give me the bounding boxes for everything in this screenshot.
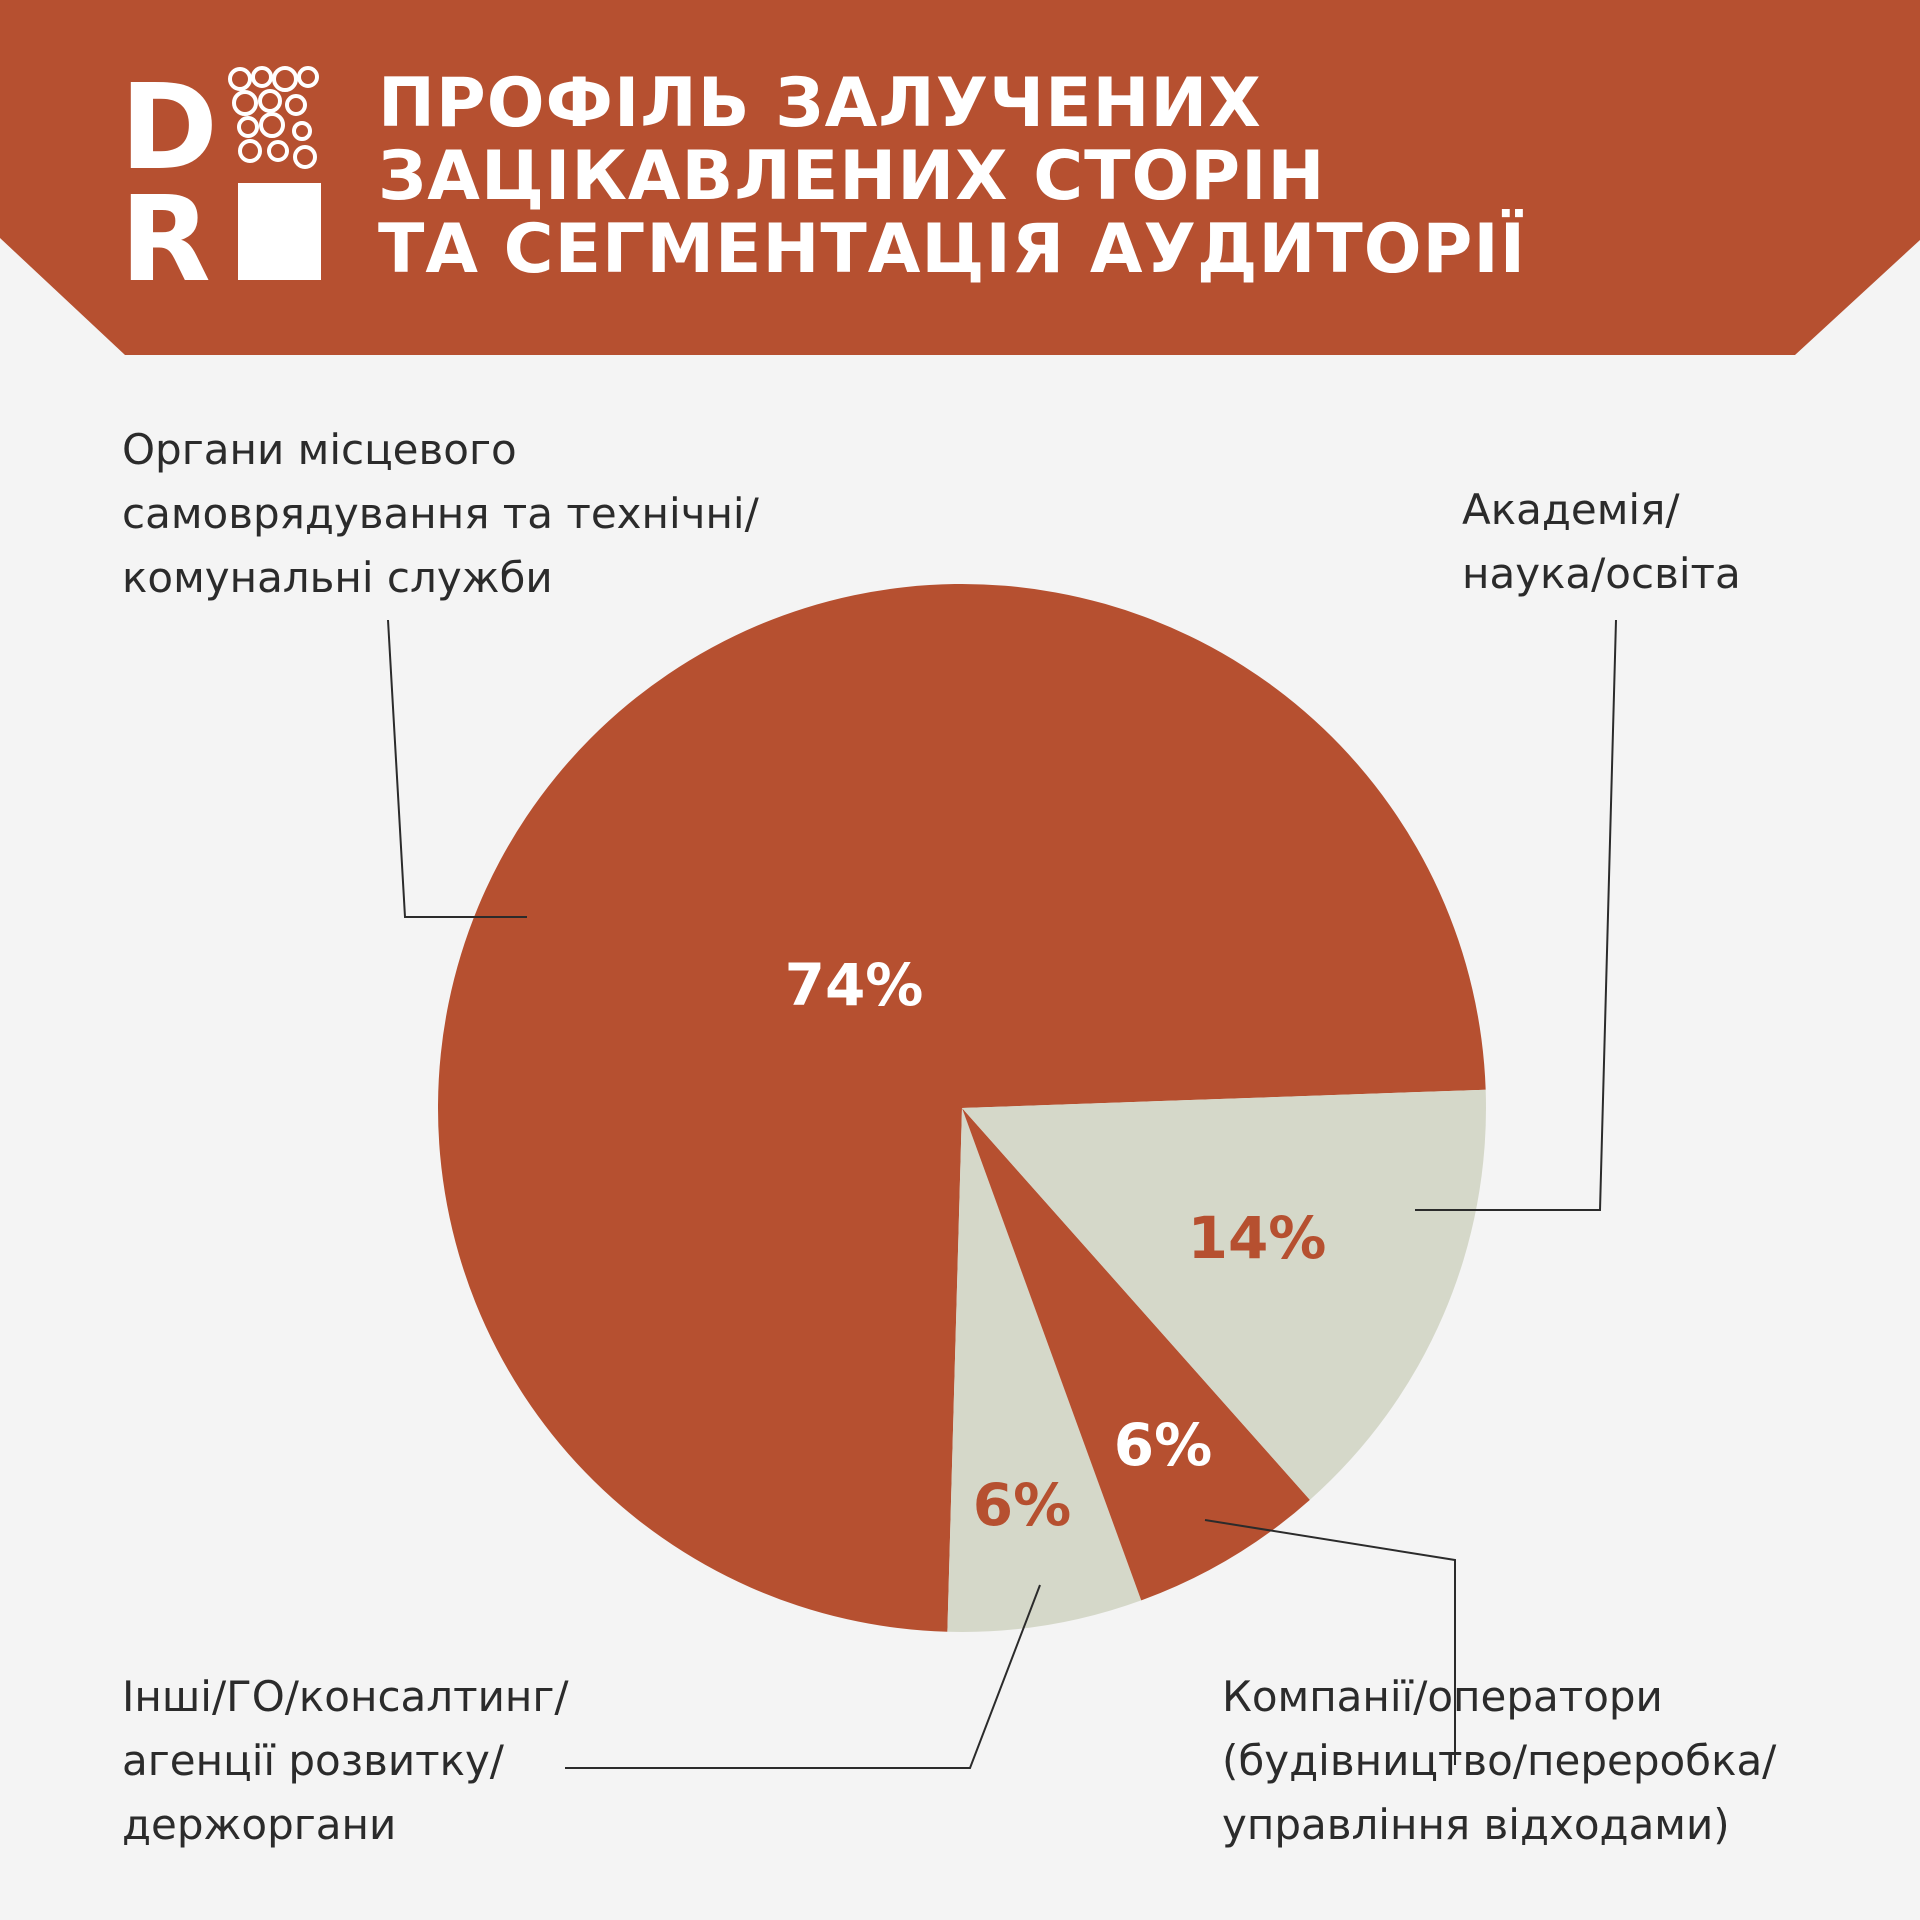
leader-line-academia [1415, 619, 1617, 1211]
slice-label-others: Інші/ГО/консалтинг/ агенції розвитку/ де… [122, 1665, 569, 1857]
leader-lines [387, 619, 1617, 1769]
brand-logo: D R [120, 65, 321, 285]
pie-slice-local-government [437, 584, 1486, 1632]
header-banner [0, 0, 1920, 355]
logo-letter-d: D [120, 65, 218, 196]
header-banner-shape [0, 0, 1920, 355]
slice-label-line: управління відходами) [1222, 1800, 1730, 1849]
slice-label-line: наука/освіта [1462, 549, 1741, 598]
page-title-line-2: ЗАЦІКАВЛЕНИХ СТОРІН [378, 137, 1326, 216]
pie-slice-academia [962, 1089, 1486, 1500]
logo-stones-pattern [228, 66, 319, 169]
percent-label-others: 6% [972, 1471, 1072, 1539]
logo-letter-r: R [120, 170, 211, 285]
percent-label-companies: 6% [1113, 1411, 1213, 1479]
percent-label-academia: 14% [1187, 1204, 1327, 1272]
slice-label-line: Органи місцевого [122, 425, 517, 474]
page-title-line-1: ПРОФІЛЬ ЗАЛУЧЕНИХ [378, 64, 1262, 143]
leader-line-local-government [387, 619, 527, 918]
slice-label-local-government: Органи місцевого самоврядування та техні… [122, 418, 759, 610]
slice-label-line: комунальні служби [122, 553, 553, 602]
pie-slices [437, 584, 1486, 1633]
page-title-line-3: ТА СЕГМЕНТАЦІЯ АУДИТОРІЇ [378, 210, 1526, 289]
pie-slice-others [947, 1108, 1142, 1633]
slice-label-line: (будівництво/переробка/ [1222, 1736, 1777, 1785]
slice-label-line: самоврядування та технічні/ [122, 489, 759, 538]
percent-label-local-government: 74% [784, 951, 924, 1019]
slice-label-line: агенції розвитку/ [122, 1736, 504, 1785]
slice-label-line: Компанії/оператори [1222, 1672, 1663, 1721]
pie-slice-companies [962, 1108, 1310, 1601]
slice-label-line: Інші/ГО/консалтинг/ [122, 1672, 569, 1721]
slice-label-line: держоргани [122, 1800, 397, 1849]
slice-label-companies: Компанії/оператори (будівництво/переробк… [1222, 1665, 1776, 1857]
logo-white-block [238, 183, 321, 280]
leader-line-companies [1204, 1519, 1456, 1765]
leader-line-others [565, 1584, 1041, 1769]
slice-label-academia: Академія/ наука/освіта [1462, 478, 1741, 606]
slice-label-line: Академія/ [1462, 485, 1680, 534]
